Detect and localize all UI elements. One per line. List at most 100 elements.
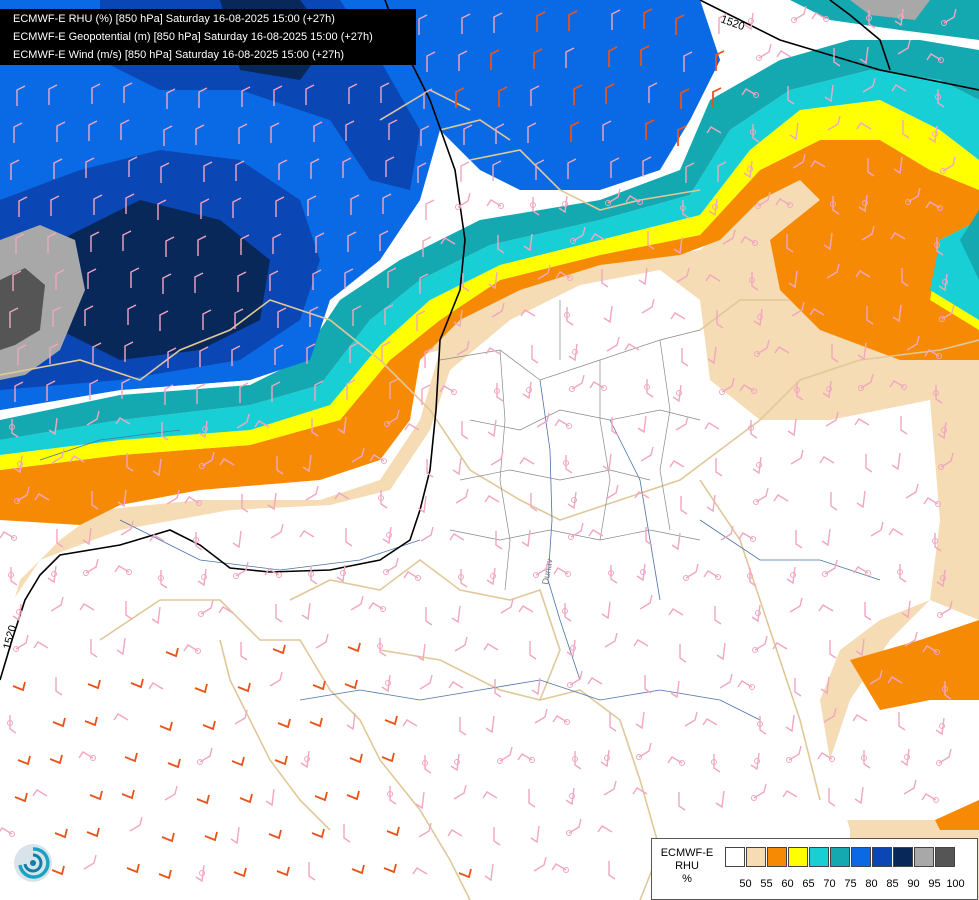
- wind-barb: [590, 233, 606, 241]
- wind-barb: [230, 826, 240, 845]
- wind-barb: [93, 194, 103, 215]
- calm-wind-marker: [566, 830, 572, 836]
- wind-barb: [714, 606, 722, 625]
- wind-barb: [857, 342, 867, 361]
- calm-wind-marker: [380, 606, 386, 612]
- wind-barb: [158, 869, 172, 880]
- wind-barb: [681, 348, 689, 367]
- calm-wind-marker: [340, 570, 346, 576]
- wind-barb: [632, 787, 648, 795]
- calm-wind-marker: [940, 575, 946, 581]
- calm-wind-marker: [644, 384, 650, 390]
- wind-barb: [418, 822, 432, 838]
- wind-barb: [482, 791, 498, 799]
- calm-wind-marker: [897, 569, 903, 575]
- wind-barb: [115, 417, 131, 425]
- calm-wind-marker: [719, 389, 725, 395]
- wind-barb: [274, 344, 284, 365]
- wind-barb: [901, 268, 909, 287]
- wind-barb: [776, 50, 792, 58]
- calm-wind-marker: [90, 755, 96, 761]
- calm-wind-marker: [750, 536, 756, 542]
- wind-barb: [233, 867, 247, 878]
- wind-barb: [490, 49, 500, 70]
- wind-barb: [9, 307, 19, 328]
- wind-barb: [55, 677, 63, 696]
- wind-barb: [553, 567, 569, 575]
- wind-barb: [235, 160, 245, 181]
- legend-tick-label: 100: [946, 878, 965, 890]
- wind-barb: [159, 721, 173, 732]
- wind-barb: [127, 304, 137, 325]
- calm-wind-marker: [830, 201, 836, 207]
- calm-wind-marker: [753, 92, 759, 98]
- wind-barb: [589, 381, 605, 389]
- wind-barb: [309, 306, 319, 327]
- wind-barb: [17, 344, 27, 365]
- wind-barb: [198, 87, 208, 108]
- calm-wind-marker: [9, 424, 15, 430]
- wind-barb: [669, 460, 685, 468]
- calm-wind-marker: [233, 573, 239, 579]
- calm-wind-marker: [563, 867, 569, 873]
- wind-barb: [236, 413, 250, 429]
- wind-barb: [866, 306, 874, 325]
- legend-title-model: ECMWF-E: [660, 847, 714, 859]
- calm-wind-marker: [490, 573, 496, 579]
- calm-wind-marker: [637, 199, 643, 205]
- wind-barb: [51, 448, 65, 464]
- wind-barb: [194, 683, 208, 694]
- wind-barb: [349, 753, 363, 764]
- wind-barb: [163, 125, 173, 146]
- wind-barb: [646, 379, 654, 398]
- calm-wind-marker: [898, 14, 904, 20]
- calm-wind-marker: [572, 756, 578, 762]
- wind-barb: [16, 85, 26, 106]
- calm-wind-marker: [562, 201, 568, 207]
- wind-barb: [347, 642, 361, 653]
- wind-barb: [50, 195, 60, 216]
- wind-barb: [49, 754, 63, 765]
- wind-barb: [196, 383, 206, 404]
- calm-wind-marker: [786, 757, 792, 763]
- wind-barb: [386, 826, 400, 837]
- legend-tick-label: 90: [907, 878, 920, 890]
- wind-barb: [494, 679, 502, 698]
- wind-barb: [892, 304, 902, 323]
- wind-barb: [773, 494, 789, 502]
- legend-swatches: [725, 847, 956, 867]
- wind-barb: [449, 533, 465, 541]
- wind-barb: [439, 385, 455, 393]
- wind-barb: [161, 422, 169, 441]
- wind-barb: [426, 459, 434, 478]
- wind-barb: [0, 827, 13, 835]
- wind-barb: [369, 454, 385, 462]
- wind-barb: [782, 790, 798, 798]
- wind-barb: [530, 85, 540, 106]
- calm-wind-marker: [562, 608, 568, 614]
- calm-wind-marker: [451, 389, 457, 395]
- wind-barb: [604, 632, 618, 648]
- wind-barb: [234, 709, 248, 725]
- wind-barb: [56, 121, 66, 142]
- wind-barb: [637, 415, 647, 434]
- wind-barb: [14, 792, 28, 803]
- wind-barb: [821, 528, 831, 547]
- wind-barb: [309, 717, 323, 728]
- wind-barb: [611, 417, 619, 436]
- wind-barb: [491, 302, 505, 318]
- wind-barb: [611, 9, 621, 30]
- wind-barb: [824, 84, 834, 103]
- wind-barb: [124, 341, 134, 362]
- calm-wind-marker: [752, 240, 758, 246]
- wind-barb: [904, 631, 918, 647]
- calm-wind-marker: [455, 204, 461, 210]
- wind-barb: [568, 10, 578, 31]
- wind-barb: [603, 305, 613, 324]
- wind-barb: [308, 862, 316, 881]
- wind-barb: [749, 568, 757, 587]
- calm-wind-marker: [755, 610, 761, 616]
- wind-barb: [533, 856, 547, 872]
- wind-barb: [161, 832, 175, 843]
- calm-wind-marker: [941, 20, 947, 26]
